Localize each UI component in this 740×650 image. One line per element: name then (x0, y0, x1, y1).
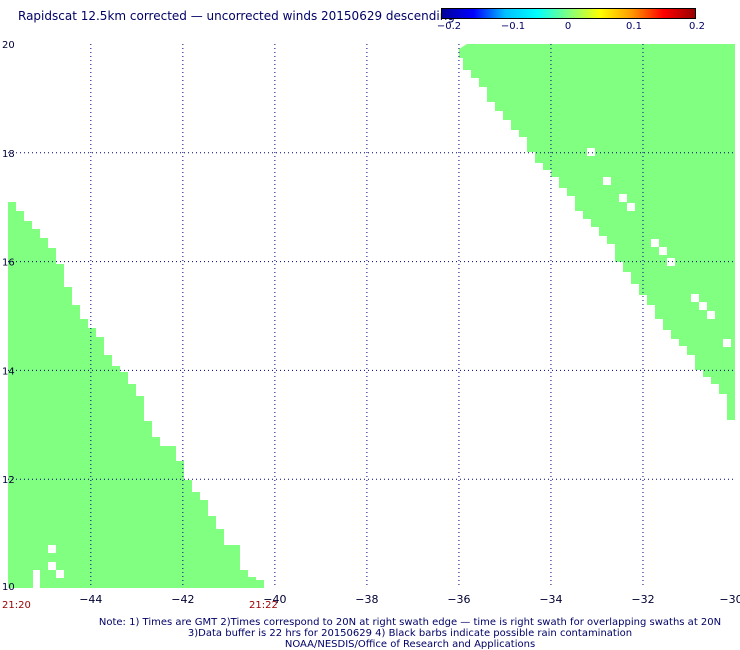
data-gap-cell (603, 177, 611, 185)
lon-tick-label: −30 (719, 593, 740, 606)
data-gap-cell (699, 302, 707, 310)
swath-west-area (8, 202, 264, 588)
lon-tick-label: −40 (263, 593, 286, 606)
lat-tick-label: 10 (2, 582, 15, 593)
lat-tick-label: 16 (2, 258, 15, 269)
swath-west (8, 202, 264, 588)
lat-lon-grid (8, 44, 735, 588)
lon-tick-label: −42 (171, 593, 194, 606)
lat-tick-label: 14 (2, 366, 15, 377)
lon-tick-label: −32 (631, 593, 654, 606)
data-gap-cell (56, 570, 64, 578)
swath-east (459, 44, 735, 420)
swath-west-gap (33, 570, 40, 588)
time-label-left: 21:20 (2, 600, 31, 611)
lat-tick-label: 20 (2, 40, 15, 51)
data-gap-cell (587, 148, 595, 156)
data-gap-cell (659, 247, 667, 255)
data-gaps (48, 148, 731, 578)
lon-tick-label: −36 (447, 593, 470, 606)
lat-tick-label: 12 (2, 475, 15, 486)
swath-east-area (459, 44, 735, 420)
colorbar-label-max: 0.2 (689, 21, 705, 32)
data-gap-cell (48, 545, 56, 553)
colorbar-label-zero: 0 (564, 21, 572, 32)
note-line-1: Note: 1) Times are GMT 2)Times correspon… (98, 617, 722, 628)
data-gap-cell (651, 239, 659, 247)
colorbar-label-neg: −0.1 (500, 21, 526, 32)
colorbar-label-min: −0.2 (436, 21, 462, 32)
data-gap-cell (667, 258, 675, 266)
data-gap-cell (48, 562, 56, 570)
colorbar (441, 8, 696, 19)
tick-labels: −44 −42 −40 −38 −36 −34 −32 −30 12 14 16 18 20 10 (2, 40, 740, 606)
data-gap-cell (627, 203, 635, 211)
time-label-right: 21:22 (249, 600, 278, 611)
data-gap-cell (619, 194, 627, 202)
lon-tick-label: −44 (79, 593, 102, 606)
note-line-2: 3)Data buffer is 22 hrs for 20150629 4) … (187, 628, 633, 639)
note-line-3: NOAA/NESDIS/Office of Research and Appli… (284, 639, 536, 650)
lat-tick-label: 18 (2, 149, 15, 160)
data-gap-cell (707, 311, 715, 319)
lon-tick-label: −34 (539, 593, 562, 606)
colorbar-label-pos: 0.1 (626, 21, 642, 32)
data-gap-cell (723, 339, 731, 347)
map-title: Rapidscat 12.5km corrected — uncorrected… (18, 9, 455, 23)
lon-tick-label: −38 (355, 593, 378, 606)
data-gap-cell (691, 294, 699, 302)
